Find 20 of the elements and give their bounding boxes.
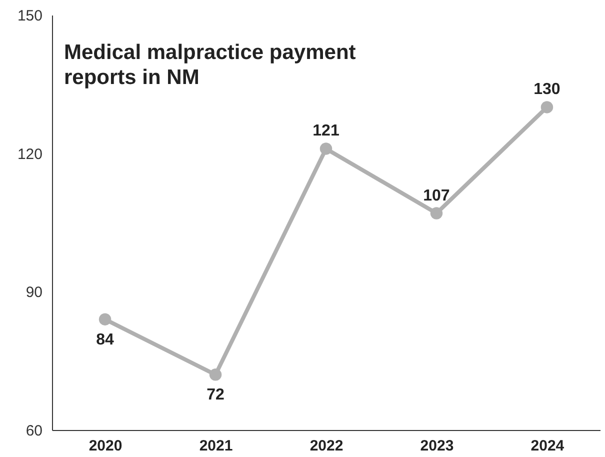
data-label: 107 (423, 187, 450, 204)
x-tick-label: 2022 (310, 438, 344, 454)
point (98, 313, 112, 326)
x-tick-label: 2021 (199, 438, 233, 454)
data-label: 130 (534, 81, 560, 98)
x-tick-label: 2023 (420, 438, 454, 454)
y-tick-label: 60 (26, 422, 42, 440)
point (320, 142, 332, 155)
y-tick-label: 120 (17, 146, 42, 163)
point (540, 101, 554, 114)
text: Medical malpractice payment reports in NM (64, 41, 356, 89)
data-label: 72 (206, 386, 225, 404)
y-tick-label: 90 (26, 284, 42, 302)
point (209, 368, 222, 381)
y-tick-label: 150 (17, 8, 42, 24)
data-label: 121 (312, 122, 340, 140)
x-tick-label: 2020 (88, 438, 122, 454)
x-tick-label: 2024 (530, 438, 565, 454)
point (430, 207, 443, 220)
data-label: 84 (96, 331, 114, 348)
